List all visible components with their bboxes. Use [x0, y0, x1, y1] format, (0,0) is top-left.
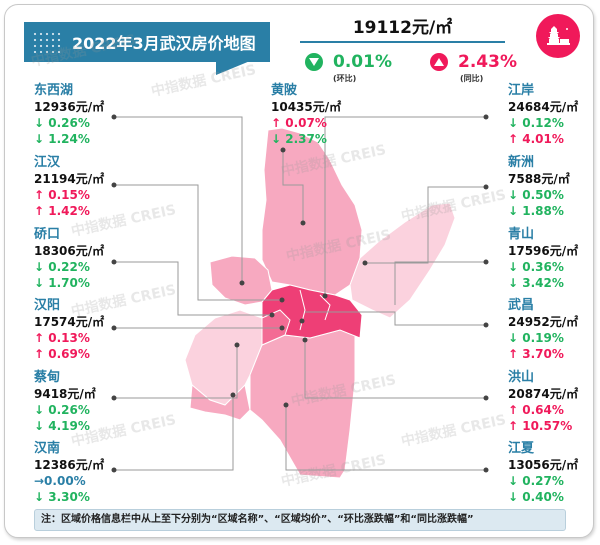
map-region-xinzhou: [349, 202, 456, 319]
title-banner: 2022年3月武汉房价地图: [24, 22, 270, 62]
map-region-jiangxia: [249, 324, 356, 479]
district-price: 17596元/㎡: [508, 244, 579, 258]
triangle-up-icon: [430, 53, 448, 71]
district-yoy: ↓ 4.19%: [34, 419, 90, 433]
district-name: 汉南: [34, 441, 61, 456]
district-price: 12386元/㎡: [34, 458, 105, 472]
district-yoy: ↓ 0.40%: [508, 490, 564, 504]
overall-mom-caption: (环比): [333, 74, 357, 83]
district-price: 13056元/㎡: [508, 458, 579, 472]
district-yoy: ↑ 0.69%: [34, 347, 90, 361]
district-name: 新洲: [508, 155, 535, 170]
overall-mom-stat: 0.01%: [305, 52, 392, 72]
district-mom: ↑ 0.64%: [508, 403, 564, 417]
district-price: 9418元/㎡: [34, 387, 96, 401]
district-price: 7588元/㎡: [508, 172, 570, 186]
district-name: 武昌: [508, 298, 535, 313]
district-price: 17574元/㎡: [34, 315, 105, 329]
district-mom: ↑ 0.13%: [34, 331, 90, 345]
district-price: 24952元/㎡: [508, 315, 579, 329]
district-yoy: ↓ 1.88%: [508, 204, 564, 218]
district-info-jiangxia: 江夏 13056元/㎡ ↓ 0.27% ↓ 0.40%: [508, 441, 578, 505]
district-price: 24684元/㎡: [508, 100, 579, 114]
district-name: 江岸: [508, 83, 535, 98]
legend-note: 注：区域价格信息栏中从上至下分别为“区域名称”、“区域均价”、“环比涨跌幅”和“…: [34, 509, 566, 531]
district-name: 江夏: [508, 441, 535, 456]
district-yoy: ↓ 2.37%: [271, 132, 327, 146]
district-yoy: ↓ 3.30%: [34, 490, 90, 504]
district-price: 20874元/㎡: [508, 387, 579, 401]
district-yoy: ↑ 10.57%: [508, 419, 573, 433]
district-mom: ↓ 0.50%: [508, 188, 564, 202]
district-mom: ↓ 0.19%: [508, 331, 564, 345]
district-info-jianghan: 江汉 21194元/㎡ ↑ 0.15% ↑ 1.42%: [34, 155, 104, 219]
district-yoy: ↑ 1.42%: [34, 204, 90, 218]
district-mom: ↑ 0.15%: [34, 188, 90, 202]
district-mom: ↓ 0.36%: [508, 260, 564, 274]
district-mom: ↓ 0.26%: [34, 403, 90, 417]
dots-decoration-icon: [32, 31, 62, 53]
overall-yoy-stat: 2.43%: [430, 52, 517, 72]
overall-yoy-caption: (同比): [460, 74, 484, 83]
district-price: 10435元/㎡: [271, 100, 342, 114]
district-mom: ↓ 0.26%: [34, 116, 90, 130]
district-info-jiang-an: 江岸 24684元/㎡ ↓ 0.12% ↑ 4.01%: [508, 83, 578, 147]
map-region-dongxihu: [209, 255, 273, 306]
overall-average-price: 19112元/㎡: [300, 13, 505, 43]
district-yoy: ↑ 3.70%: [508, 347, 564, 361]
district-name: 蔡甸: [34, 370, 61, 385]
district-info-xinzhou: 新洲 7588元/㎡ ↓ 0.50% ↓ 1.88%: [508, 155, 570, 219]
triangle-down-icon: [305, 53, 323, 71]
district-info-huangpi: 黄陂 10435元/㎡ ↑ 0.07% ↓ 2.37%: [271, 83, 341, 147]
page-title: 2022年3月武汉房价地图: [72, 34, 256, 53]
district-name: 汉阳: [34, 298, 61, 313]
district-info-hanyang: 汉阳 17574元/㎡ ↑ 0.13% ↑ 0.69%: [34, 298, 104, 362]
district-info-qingshan: 青山 17596元/㎡ ↓ 0.36% ↓ 3.42%: [508, 227, 578, 291]
district-yoy: ↑ 4.01%: [508, 132, 564, 146]
district-mom: ↓ 0.12%: [508, 116, 564, 130]
district-price: 12936元/㎡: [34, 100, 105, 114]
district-name: 硚口: [34, 227, 61, 242]
district-info-caidian: 蔡甸 9418元/㎡ ↓ 0.26% ↓ 4.19%: [34, 370, 96, 434]
district-yoy: ↓ 3.42%: [508, 276, 564, 290]
overall-yoy-value: 2.43%: [458, 52, 517, 72]
district-info-hongshan: 洪山 20874元/㎡ ↑ 0.64% ↑ 10.57%: [508, 370, 578, 434]
district-mom: ↓ 0.27%: [508, 474, 564, 488]
yellow-crane-tower-icon: [536, 14, 580, 58]
district-name: 江汉: [34, 155, 61, 170]
district-info-hannan: 汉南 12386元/㎡ →0.00% ↓ 3.30%: [34, 441, 104, 505]
district-info-wuchang: 武昌 24952元/㎡ ↓ 0.19% ↑ 3.70%: [508, 298, 578, 362]
district-price: 21194元/㎡: [34, 172, 105, 186]
district-name: 黄陂: [271, 83, 298, 98]
district-name: 洪山: [508, 370, 535, 385]
district-name: 青山: [508, 227, 535, 242]
district-info-qiaokou: 硚口 18306元/㎡ ↓ 0.22% ↓ 1.70%: [34, 227, 104, 291]
district-mom: ↓ 0.22%: [34, 260, 90, 274]
map-region-hannan: [189, 383, 251, 421]
district-info-dongxihu: 东西湖 12936元/㎡ ↓ 0.26% ↓ 1.24%: [34, 83, 104, 147]
district-mom: →0.00%: [34, 474, 86, 488]
district-name: 东西湖: [34, 83, 74, 98]
overall-mom-value: 0.01%: [333, 52, 392, 72]
district-mom: ↑ 0.07%: [271, 116, 327, 130]
district-price: 18306元/㎡: [34, 244, 105, 258]
map-region-huangpi: [261, 127, 363, 296]
district-yoy: ↓ 1.70%: [34, 276, 90, 290]
district-yoy: ↓ 1.24%: [34, 132, 90, 146]
